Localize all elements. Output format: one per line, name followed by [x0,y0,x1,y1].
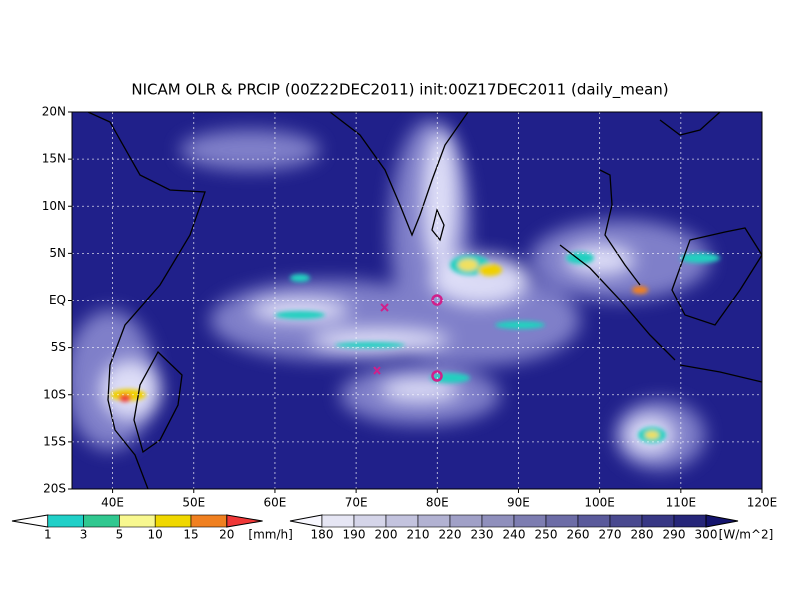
colorbar-box [154,514,192,528]
lat-label: 10S [43,387,66,401]
lon-label: 110E [666,496,697,510]
colorbar-box [513,514,547,528]
colorbar-box [449,514,483,528]
legends: 1 3 5 10 15 20 [mm/h] 180 190 200 210 220 230 240 250 2… [11,514,774,542]
colorbar-unit: [W/m^2] [719,528,774,542]
colorbar-label: 180 [311,528,334,542]
colorbar-label: 10 [148,528,163,542]
lat-label: 20S [43,482,66,496]
lat-label: 10N [42,199,66,213]
lon-label: 70E [345,496,368,510]
colorbar-box [481,514,515,528]
colorbar-label: 20 [219,528,234,542]
colorbar-label: 3 [80,528,88,542]
colorbar-label: 300 [695,528,718,542]
lat-label: 15N [42,152,66,166]
lat-label: EQ [49,293,66,307]
colorbar-tip [289,514,323,528]
colorbar-box [321,514,355,528]
colorbar-label: 15 [183,528,198,542]
colorbar-box [190,514,228,528]
colorbar-box [353,514,387,528]
lon-label: 60E [264,496,287,510]
grid [72,112,762,489]
colorbar-label: 5 [116,528,124,542]
colorbar-box [545,514,579,528]
colorbar-label: 210 [407,528,430,542]
lon-label: 100E [584,496,615,510]
lon-label: 40E [101,496,124,510]
colorbar-label: 230 [471,528,494,542]
colorbar-tip [11,514,49,528]
colorbar-box [673,514,707,528]
colorbar-box [47,514,84,528]
lon-label: 120E [747,496,778,510]
colorbar-label: 250 [535,528,558,542]
colorbar-box [119,514,156,528]
colorbar-box [417,514,451,528]
axes: 20N 15N 10N 5N EQ 5S 10S 15S 20S 40E 50E 60E 70E 80E 9… [42,105,778,510]
map [72,112,762,489]
lon-label: 50E [182,496,205,510]
lon-label: 90E [507,496,530,510]
colorbar-label: 190 [343,528,366,542]
lat-label: 15S [43,434,66,448]
colorbar-box [641,514,675,528]
colorbar-label: 260 [567,528,590,542]
lat-label: 20N [42,105,66,119]
colorbar-box [385,514,419,528]
colorbar-label: 280 [631,528,654,542]
colorbar-box [577,514,611,528]
colorbar-label: 240 [503,528,526,542]
colorbar-box [609,514,643,528]
colorbar-unit: [mm/h] [248,528,292,542]
lat-label: 5S [51,340,66,354]
colorbar-tip [705,514,739,528]
colorbar-label: 1 [44,528,52,542]
colorbar-label: 270 [599,528,622,542]
colorbar-label: 290 [663,528,686,542]
map-title: NICAM OLR & PRCIP (00Z22DEC2011) init:00… [131,81,668,100]
colorbar-tip [226,514,263,528]
colorbar-label: 200 [375,528,398,542]
colorbar-box [83,514,120,528]
lat-label: 5N [49,246,66,260]
colorbar-label: 220 [439,528,462,542]
lon-label: 80E [426,496,449,510]
